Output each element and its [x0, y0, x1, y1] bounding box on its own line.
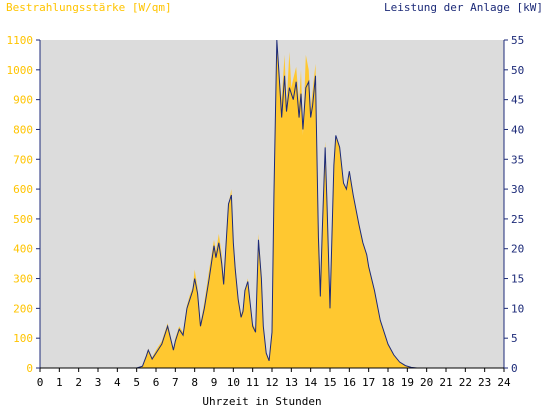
y-right-tick-label: 0	[511, 362, 518, 375]
y-left-tick-label: 200	[13, 302, 33, 315]
x-tick-label: 7	[172, 376, 179, 389]
x-axis-title: Uhrzeit in Stunden	[202, 395, 321, 408]
x-tick-label: 2	[75, 376, 82, 389]
x-tick-label: 5	[133, 376, 140, 389]
y-left-tick-label: 500	[13, 213, 33, 226]
x-tick-label: 18	[381, 376, 394, 389]
x-tick-label: 21	[439, 376, 452, 389]
x-tick-label: 10	[227, 376, 240, 389]
x-tick-label: 0	[37, 376, 44, 389]
x-tick-label: 12	[265, 376, 278, 389]
x-tick-label: 24	[497, 376, 511, 389]
x-tick-label: 1	[56, 376, 63, 389]
y-right-tick-label: 55	[511, 34, 524, 47]
y-right-tick-label: 25	[511, 213, 524, 226]
y-right-tick-label: 50	[511, 64, 524, 77]
y-right-tick-label: 35	[511, 153, 524, 166]
x-tick-label: 14	[304, 376, 318, 389]
y-left-tick-label: 300	[13, 273, 33, 286]
x-tick-label: 3	[95, 376, 102, 389]
y-right-tick-label: 40	[511, 123, 524, 136]
y-right-tick-label: 20	[511, 243, 524, 256]
x-tick-label: 20	[420, 376, 433, 389]
x-tick-label: 19	[401, 376, 414, 389]
y-right-tick-label: 45	[511, 94, 524, 107]
right-axis-title: Leistung der Anlage [kW]	[384, 1, 543, 14]
x-tick-label: 13	[285, 376, 298, 389]
x-tick-label: 17	[362, 376, 375, 389]
left-axis-title: Bestrahlungsstärke [W/qm]	[6, 1, 172, 14]
y-right-tick-label: 10	[511, 302, 524, 315]
x-tick-label: 16	[343, 376, 356, 389]
y-left-tick-label: 800	[13, 123, 33, 136]
y-left-tick-label: 900	[13, 94, 33, 107]
x-tick-label: 8	[191, 376, 198, 389]
y-left-tick-label: 1100	[7, 34, 34, 47]
power-line	[40, 39, 504, 369]
x-tick-label: 4	[114, 376, 121, 389]
y-left-tick-label: 1000	[7, 64, 34, 77]
x-tick-label: 11	[246, 376, 259, 389]
y-left-tick-label: 0	[26, 362, 33, 375]
y-right-tick-label: 15	[511, 273, 524, 286]
x-tick-label: 9	[211, 376, 218, 389]
y-left-tick-label: 700	[13, 153, 33, 166]
y-left-tick-label: 600	[13, 183, 33, 196]
x-tick-label: 15	[323, 376, 336, 389]
x-tick-label: 6	[153, 376, 160, 389]
y-right-tick-label: 5	[511, 332, 518, 345]
y-left-tick-label: 400	[13, 243, 33, 256]
y-right-tick-label: 30	[511, 183, 524, 196]
x-tick-label: 22	[459, 376, 472, 389]
x-tick-label: 23	[478, 376, 491, 389]
y-left-tick-label: 100	[13, 332, 33, 345]
